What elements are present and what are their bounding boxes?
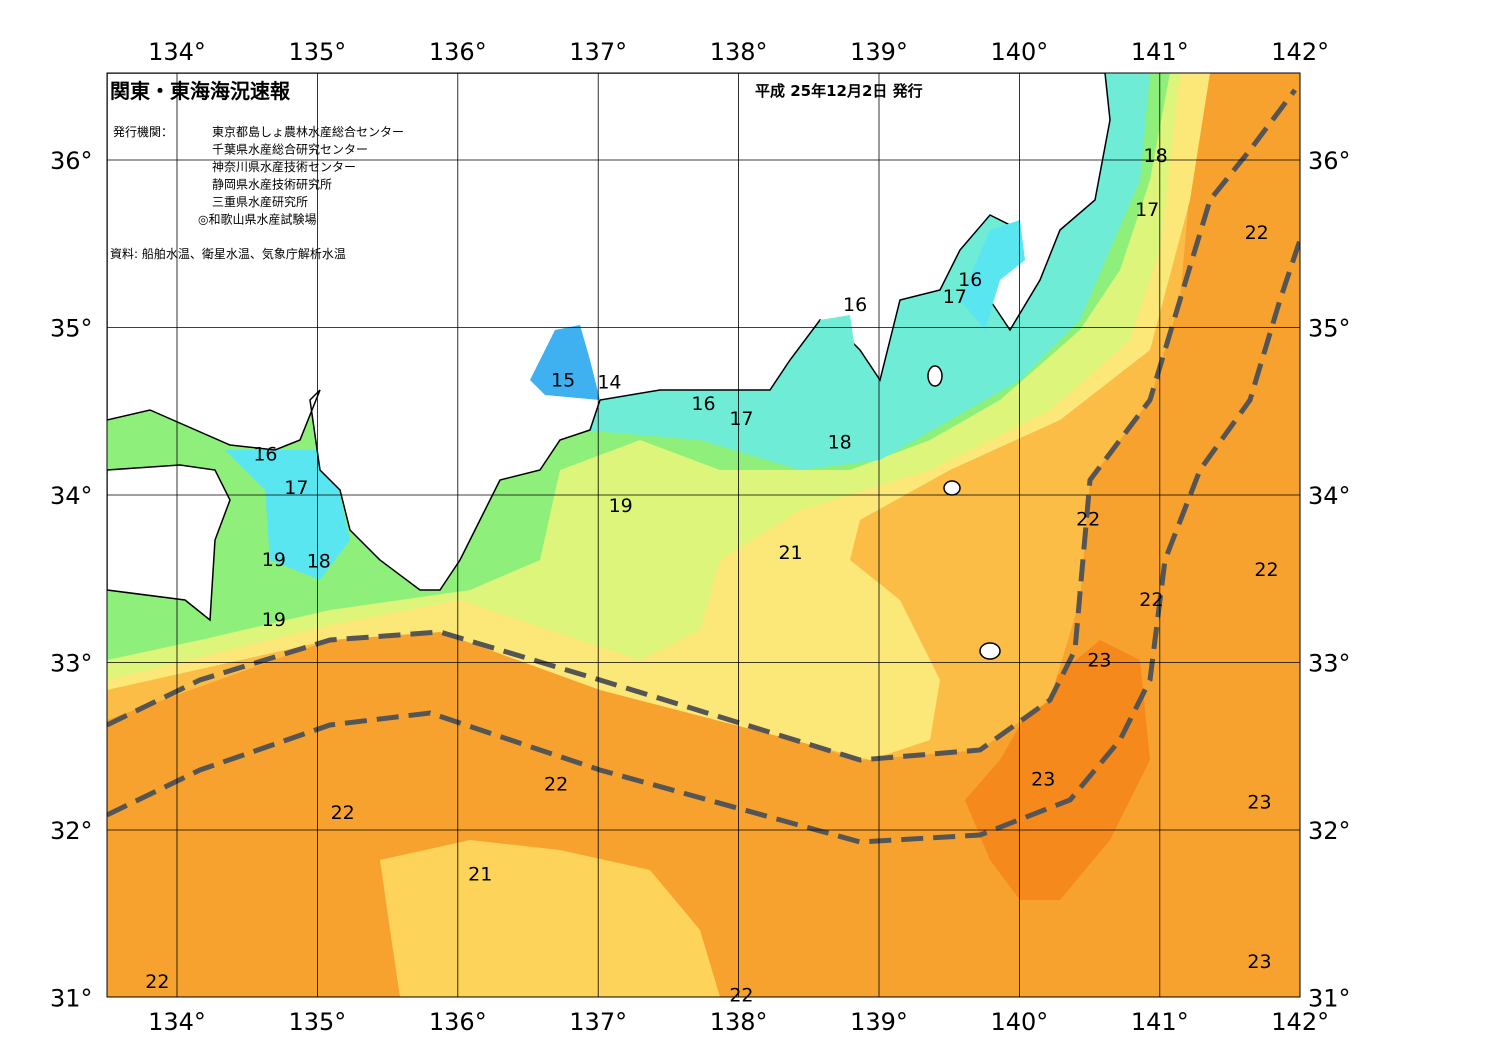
lon-tick-label: 136°	[429, 38, 487, 66]
lat-tick-label: 32°	[1308, 817, 1351, 845]
lat-tick-label: 35°	[1308, 315, 1351, 343]
map-frame	[106, 72, 1301, 998]
temperature-fields	[107, 73, 1300, 997]
lat-tick-label: 36°	[50, 147, 93, 175]
sea-23	[965, 640, 1150, 900]
data-source: 資料: 船舶水温、衛星水温、気象庁解析水温	[110, 246, 346, 261]
lon-tick-label: 134°	[148, 1008, 206, 1036]
lon-tick-label: 135°	[288, 38, 346, 66]
contour-label: 16	[253, 443, 277, 465]
island	[943, 480, 961, 496]
lat-tick-label: 36°	[1308, 147, 1351, 175]
lat-tick-label: 34°	[50, 482, 93, 510]
lon-tick-label: 135°	[288, 1008, 346, 1036]
contour-label: 22	[1139, 589, 1163, 611]
issuer-list: 東京都島しょ農林水産総合センター千葉県水産総合研究センター神奈川県水産技術センタ…	[198, 124, 404, 227]
suruga-bay	[820, 315, 855, 380]
contour-label: 16	[691, 393, 715, 415]
contour-label: 17	[729, 408, 753, 430]
tokyo-bay	[960, 220, 1025, 330]
issue-date: 平成 25年12月2日 発行	[755, 82, 923, 100]
lat-tick-label: 34°	[1308, 482, 1351, 510]
contour-label: 22	[1076, 509, 1100, 531]
island	[979, 642, 1001, 660]
contour-label: 23	[1247, 951, 1271, 973]
contour-label: 22	[331, 802, 355, 824]
contour-label: 19	[609, 495, 633, 517]
osaka-bay	[225, 450, 350, 580]
contour-label: 21	[778, 542, 802, 564]
contour-label: 18	[307, 551, 331, 573]
issuer: ◎和歌山県水産試験場	[198, 212, 316, 227]
contour-label: 22	[145, 971, 169, 993]
contour-label: 17	[284, 477, 308, 499]
lat-tick-label: 33°	[1308, 650, 1351, 678]
lon-tick-label: 140°	[990, 38, 1048, 66]
lat-tick-label: 31°	[1308, 985, 1351, 1013]
issuer-label: 発行機関：	[113, 124, 173, 139]
contour-label: 19	[262, 549, 286, 571]
map-title: 関東・東海海況速報	[110, 79, 291, 103]
contour-label: 22	[1254, 559, 1278, 581]
issuer: 千葉県水産総合研究センター	[212, 142, 368, 157]
contour-label: 15	[551, 370, 575, 392]
lon-tick-label: 140°	[990, 1008, 1048, 1036]
land-shikoku	[107, 464, 231, 622]
lat-tick-label: 33°	[50, 650, 93, 678]
lon-tick-label: 137°	[569, 38, 627, 66]
island	[927, 365, 943, 387]
contour-label: 19	[262, 609, 286, 631]
lon-tick-label: 142°	[1271, 1008, 1329, 1036]
issuer: 神奈川県水産技術センター	[212, 159, 356, 174]
contour-label: 23	[1087, 649, 1111, 671]
issuer: 三重県水産研究所	[212, 194, 308, 209]
contour-label: 22	[729, 984, 753, 1006]
lon-tick-label: 141°	[1131, 38, 1189, 66]
contour-label: 23	[1247, 792, 1271, 814]
contour-label: 21	[468, 864, 492, 886]
issuer: 静岡県水産技術研究所	[212, 177, 332, 192]
contour-label: 22	[544, 773, 568, 795]
contour-label: 18	[828, 432, 852, 454]
contour-label: 17	[943, 286, 967, 308]
lon-tick-label: 137°	[569, 1008, 627, 1036]
contour-label: 16	[843, 294, 867, 316]
lon-tick-label: 141°	[1131, 1008, 1189, 1036]
lon-tick-label: 136°	[429, 1008, 487, 1036]
lat-tick-label: 32°	[50, 817, 93, 845]
lon-tick-label: 138°	[710, 38, 768, 66]
contour-label: 14	[597, 371, 621, 393]
kuroshio-north-edge	[107, 88, 1297, 763]
kuroshio-south-edge	[107, 239, 1300, 845]
ise-bay	[530, 325, 600, 400]
contour-label: 23	[1031, 768, 1055, 790]
lon-tick-label: 138°	[710, 1008, 768, 1036]
lon-tick-label: 139°	[850, 1008, 908, 1036]
lat-tick-label: 31°	[50, 985, 93, 1013]
lon-tick-label: 134°	[148, 38, 206, 66]
sea-21-south	[380, 840, 720, 997]
lon-tick-label: 139°	[850, 38, 908, 66]
issuer: 東京都島しょ農林水産総合センター	[212, 124, 404, 139]
graticule	[107, 73, 1300, 997]
lat-tick-label: 35°	[50, 315, 93, 343]
contour-label: 18	[1143, 145, 1167, 167]
contour-label: 17	[1135, 199, 1159, 221]
contour-label: 16	[958, 269, 982, 291]
contour-label: 22	[1245, 222, 1269, 244]
lon-tick-label: 142°	[1271, 38, 1329, 66]
